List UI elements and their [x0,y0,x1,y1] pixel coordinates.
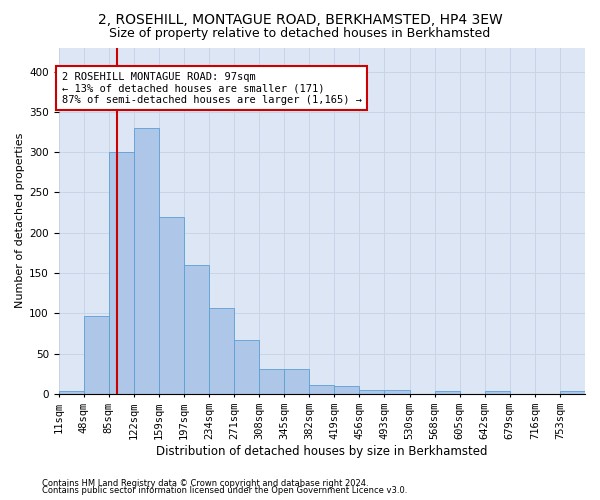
Bar [209,308,234,394]
Bar [234,340,259,394]
X-axis label: Distribution of detached houses by size in Berkhamsted: Distribution of detached houses by size … [156,444,488,458]
Bar [284,369,309,394]
Bar [359,390,385,394]
Text: Contains HM Land Registry data © Crown copyright and database right 2024.: Contains HM Land Registry data © Crown c… [42,478,368,488]
Bar [184,265,209,394]
Text: Contains public sector information licensed under the Open Government Licence v3: Contains public sector information licen… [42,486,407,495]
Bar [84,316,109,394]
Bar [334,386,359,394]
Bar [59,390,84,394]
Bar [109,152,134,394]
Bar [309,385,334,394]
Text: Size of property relative to detached houses in Berkhamsted: Size of property relative to detached ho… [109,28,491,40]
Bar [434,392,460,394]
Bar [485,392,510,394]
Y-axis label: Number of detached properties: Number of detached properties [15,133,25,308]
Bar [259,369,284,394]
Text: 2 ROSEHILL MONTAGUE ROAD: 97sqm
← 13% of detached houses are smaller (171)
87% o: 2 ROSEHILL MONTAGUE ROAD: 97sqm ← 13% of… [62,72,362,105]
Bar [134,128,159,394]
Bar [159,216,184,394]
Bar [560,392,585,394]
Text: 2, ROSEHILL, MONTAGUE ROAD, BERKHAMSTED, HP4 3EW: 2, ROSEHILL, MONTAGUE ROAD, BERKHAMSTED,… [98,12,502,26]
Bar [385,390,410,394]
